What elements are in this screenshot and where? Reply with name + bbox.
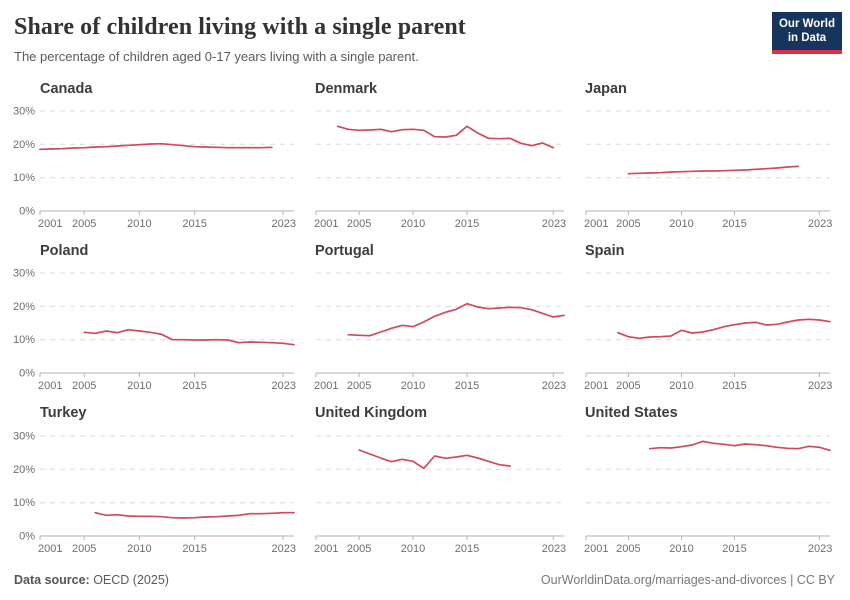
line-plot-denmark: 2001 2005 2010 2015 2023 — [314, 110, 566, 230]
svg-text:2010: 2010 — [127, 543, 151, 555]
svg-text:2023: 2023 — [542, 380, 566, 392]
svg-text:0%: 0% — [19, 205, 35, 217]
chart-portugal: Portugal 2001 2005 2010 2015 2023 — [314, 242, 566, 397]
svg-text:2001: 2001 — [38, 543, 62, 555]
svg-text:0%: 0% — [19, 368, 35, 380]
line-plot-japan: 2001 2005 2010 2015 2023 — [584, 110, 832, 230]
svg-text:2010: 2010 — [669, 380, 693, 392]
credit-link[interactable]: OurWorldinData.org/marriages-and-divorce… — [540, 573, 835, 587]
svg-text:30%: 30% — [13, 105, 35, 117]
data-source-value: OECD (2025) — [89, 573, 169, 587]
svg-text:2015: 2015 — [182, 543, 206, 555]
svg-text:2023: 2023 — [272, 218, 296, 230]
svg-text:20%: 20% — [13, 301, 35, 313]
svg-text:2023: 2023 — [272, 543, 296, 555]
line-plot-united-states: 2001 2005 2010 2015 2023 — [584, 435, 832, 555]
chart-title-united-states: United States — [585, 405, 678, 422]
chart-united-kingdom: United Kingdom 2001 2005 2010 2015 2023 — [314, 405, 566, 559]
owid-logo[interactable]: Our World in Data — [772, 12, 842, 54]
chart-japan: Japan 2001 2005 2010 2015 2023 — [584, 80, 832, 235]
line-plot-canada: 2001 2005 2010 2015 2023 0% 10% 20% 30% — [13, 105, 296, 230]
chart-united-states: United States 2001 2005 2010 2015 2023 — [584, 405, 832, 559]
svg-text:2001: 2001 — [314, 218, 338, 230]
line-plot-spain: 2001 2005 2010 2015 2023 — [584, 272, 832, 392]
chart-poland: Poland 2001 2005 2010 2015 2023 0% 10% 20% 30% — [13, 242, 296, 397]
svg-text:2010: 2010 — [127, 380, 151, 392]
chart-footer: Data source: OECD (2025) OurWorldinData.… — [14, 573, 835, 587]
svg-text:2023: 2023 — [808, 218, 832, 230]
page-subtitle: The percentage of children aged 0-17 yea… — [14, 48, 419, 64]
chart-title-canada: Canada — [40, 80, 93, 97]
data-source-label: Data source: — [14, 573, 90, 587]
svg-text:20%: 20% — [13, 464, 35, 476]
svg-text:2001: 2001 — [38, 380, 62, 392]
svg-text:2005: 2005 — [72, 380, 96, 392]
owid-logo-line2: in Data — [787, 32, 827, 45]
line-plot-united-kingdom: 2001 2005 2010 2015 2023 — [314, 435, 566, 555]
svg-text:2015: 2015 — [722, 218, 746, 230]
svg-text:2023: 2023 — [272, 380, 296, 392]
svg-text:10%: 10% — [13, 497, 35, 509]
svg-text:2010: 2010 — [669, 543, 693, 555]
svg-text:2001: 2001 — [584, 380, 608, 392]
page-title: Share of children living with a single p… — [14, 14, 466, 40]
svg-text:2015: 2015 — [455, 543, 479, 555]
svg-text:2005: 2005 — [616, 380, 640, 392]
small-multiples-grid: Canada 2001 2005 2010 2015 2023 0% 10% 20% 30% D… — [13, 80, 836, 560]
svg-text:2023: 2023 — [808, 380, 832, 392]
svg-text:10%: 10% — [13, 172, 35, 184]
svg-text:2005: 2005 — [347, 380, 371, 392]
svg-text:2015: 2015 — [722, 380, 746, 392]
svg-text:2023: 2023 — [542, 543, 566, 555]
line-plot-portugal: 2001 2005 2010 2015 2023 — [314, 272, 566, 392]
svg-text:2015: 2015 — [182, 218, 206, 230]
chart-title-japan: Japan — [585, 80, 627, 97]
svg-text:2005: 2005 — [616, 543, 640, 555]
svg-text:2001: 2001 — [38, 218, 62, 230]
svg-text:2005: 2005 — [347, 218, 371, 230]
svg-text:2005: 2005 — [72, 543, 96, 555]
chart-title-denmark: Denmark — [315, 80, 378, 97]
svg-text:2015: 2015 — [455, 218, 479, 230]
chart-title-turkey: Turkey — [40, 405, 87, 422]
chart-header: Share of children living with a single p… — [14, 12, 842, 64]
svg-text:30%: 30% — [13, 268, 35, 280]
svg-text:2001: 2001 — [584, 543, 608, 555]
owid-logo-line1: Our World — [778, 18, 835, 30]
svg-text:2005: 2005 — [347, 543, 371, 555]
chart-spain: Spain 2001 2005 2010 2015 2023 — [584, 242, 832, 397]
svg-text:2023: 2023 — [808, 543, 832, 555]
svg-text:2023: 2023 — [542, 218, 566, 230]
chart-canada: Canada 2001 2005 2010 2015 2023 0% 10% 20% 30% — [13, 80, 296, 235]
svg-text:2005: 2005 — [72, 218, 96, 230]
data-source: Data source: OECD (2025) — [14, 573, 169, 587]
svg-text:10%: 10% — [13, 335, 35, 347]
line-plot-turkey: 2001 2005 2010 2015 2023 0% 10% 20% 30% — [13, 430, 296, 555]
svg-text:30%: 30% — [13, 430, 35, 442]
svg-text:2010: 2010 — [401, 218, 425, 230]
svg-text:2010: 2010 — [127, 218, 151, 230]
line-plot-poland: 2001 2005 2010 2015 2023 0% 10% 20% 30% — [13, 268, 296, 393]
chart-title-spain: Spain — [585, 242, 625, 259]
svg-text:2015: 2015 — [182, 380, 206, 392]
svg-text:2015: 2015 — [455, 380, 479, 392]
chart-turkey: Turkey 2001 2005 2010 2015 2023 0% 10% 20% 30% — [13, 405, 296, 559]
svg-text:2010: 2010 — [669, 218, 693, 230]
svg-text:2001: 2001 — [314, 543, 338, 555]
svg-text:2015: 2015 — [722, 543, 746, 555]
chart-title-portugal: Portugal — [315, 242, 374, 259]
svg-text:2001: 2001 — [584, 218, 608, 230]
chart-title-poland: Poland — [40, 242, 89, 259]
svg-text:2010: 2010 — [401, 543, 425, 555]
svg-text:2010: 2010 — [401, 380, 425, 392]
chart-denmark: Denmark 2001 2005 2010 2015 2023 — [314, 80, 566, 235]
svg-text:0%: 0% — [19, 530, 35, 542]
svg-text:20%: 20% — [13, 139, 35, 151]
chart-title-united-kingdom: United Kingdom — [315, 405, 427, 422]
svg-text:2005: 2005 — [616, 218, 640, 230]
svg-text:2001: 2001 — [314, 380, 338, 392]
